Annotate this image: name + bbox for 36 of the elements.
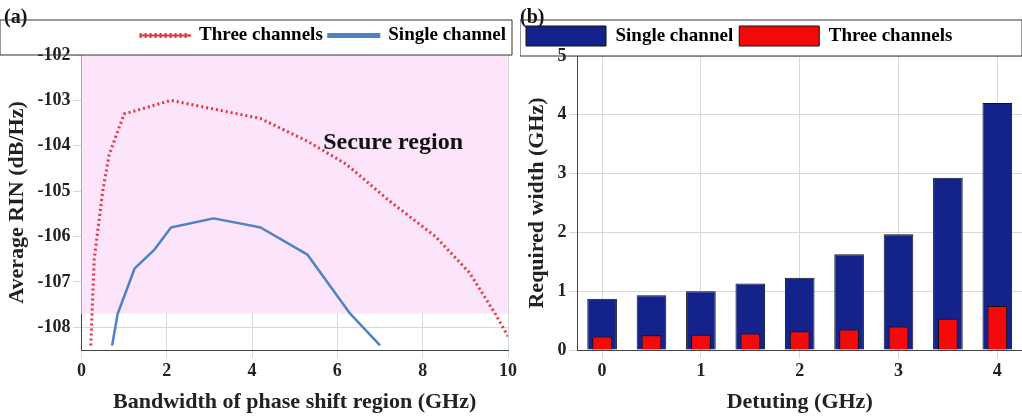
x-tick-label: 4 (247, 360, 257, 381)
y-tick-label: -103 (37, 89, 71, 110)
legend-label: Single channel (388, 23, 507, 45)
y-tick-label: -102 (37, 43, 71, 64)
y-tick-label: -106 (37, 225, 71, 246)
x-axis-title: Detuting (GHz) (726, 388, 873, 414)
legend-label: Three channels (828, 23, 953, 45)
y-tick-label: 3 (557, 162, 567, 183)
y-tick-label: 2 (557, 221, 567, 242)
chart-title: (a) (4, 5, 28, 29)
x-tick-label: 4 (992, 360, 1002, 381)
y-tick-label: 0 (557, 338, 567, 359)
legend-label: Single channel (615, 23, 734, 45)
y-tick-label: -107 (37, 270, 71, 291)
x-tick-label: 1 (696, 360, 706, 381)
line-series (89, 98, 508, 347)
chart-title: (b) (520, 5, 545, 29)
y-axis-title: Average RIN (dB/Hz) (2, 101, 28, 304)
x-tick-label: 0 (597, 360, 607, 381)
x-tick-label: 10 (499, 360, 517, 381)
x-axis-title: Bandwidth of phase shift region (GHz) (113, 388, 477, 414)
x-tick-label: 2 (795, 360, 805, 381)
x-tick-label: 0 (76, 360, 86, 381)
y-tick-label: -108 (37, 315, 71, 336)
y-tick-label: 4 (557, 103, 567, 124)
x-tick-label: 8 (418, 360, 428, 381)
y-tick-label: -105 (37, 179, 71, 200)
y-tick-label: 5 (557, 44, 567, 65)
x-tick-label: 2 (162, 360, 172, 381)
band-label: Secure region (323, 128, 463, 155)
legend-label: Three channels (199, 23, 323, 45)
x-tick-label: 3 (894, 360, 903, 381)
y-axis-title: Required width (GHz) (522, 97, 548, 309)
y-tick-label: -104 (37, 134, 71, 155)
x-tick-label: 6 (332, 360, 342, 381)
y-tick-label: 1 (557, 279, 567, 300)
